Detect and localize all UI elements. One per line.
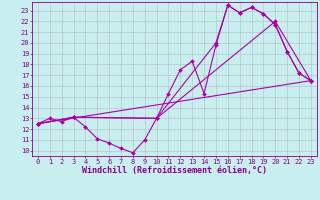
X-axis label: Windchill (Refroidissement éolien,°C): Windchill (Refroidissement éolien,°C) — [82, 166, 267, 175]
